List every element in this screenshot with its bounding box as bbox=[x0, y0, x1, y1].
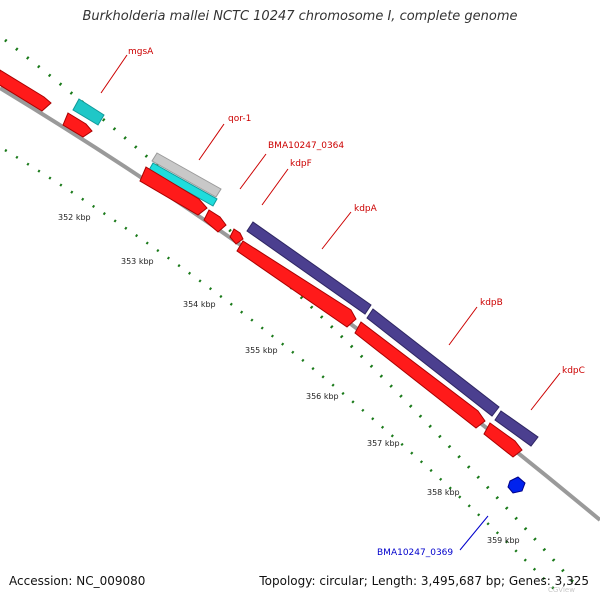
leader-kdpF bbox=[261, 168, 289, 206]
cds-arrow-kdpA[interactable] bbox=[236, 240, 357, 328]
leader-BMA10247_0369 bbox=[459, 515, 489, 551]
accession-text: Accession: NC_009080 bbox=[9, 574, 146, 588]
cds-arrow-2[interactable] bbox=[62, 112, 93, 138]
gene-label[interactable]: kdpB bbox=[480, 298, 503, 308]
gene-label[interactable]: BMA10247_0369 bbox=[377, 548, 453, 558]
blast-hit-kdpC[interactable] bbox=[494, 410, 539, 447]
leader-kdpC bbox=[530, 372, 561, 411]
blast-hit-kdpB[interactable] bbox=[366, 308, 500, 417]
leader-kdpA bbox=[321, 211, 352, 250]
scale-tick-label: 357 kbp bbox=[367, 439, 400, 448]
cds-arrow-5[interactable] bbox=[229, 228, 244, 245]
cds-arrow-4[interactable] bbox=[203, 209, 227, 233]
blast-hit-kdpA[interactable] bbox=[246, 221, 372, 315]
scale-tick-label: 355 kbp bbox=[245, 346, 278, 355]
leader-kdpB bbox=[448, 306, 478, 346]
gene-cyan-mgsA[interactable] bbox=[72, 98, 105, 126]
gene-label[interactable]: kdpF bbox=[290, 159, 312, 169]
cds-arrow-3[interactable] bbox=[139, 166, 208, 216]
gene-gray-qor[interactable] bbox=[151, 152, 222, 198]
outer-dotted-ring bbox=[4, 38, 582, 591]
scale-tick-label: 358 kbp bbox=[427, 488, 460, 497]
gene-label[interactable]: kdpA bbox=[354, 204, 378, 214]
scale-tick-label: 352 kbp bbox=[58, 213, 91, 222]
leader-qor-1 bbox=[198, 123, 225, 161]
gene-label[interactable]: BMA10247_0364 bbox=[268, 141, 344, 151]
gene-cyan-qor[interactable] bbox=[148, 162, 218, 207]
gene-label[interactable]: kdpC bbox=[562, 366, 585, 376]
map-title: Burkholderia mallei NCTC 10247 chromosom… bbox=[82, 9, 518, 24]
topology-summary: Topology: circular; Length: 3,495,687 bp… bbox=[259, 574, 589, 588]
scale-tick-label: 354 kbp bbox=[183, 300, 216, 309]
cds-arrow-kdpB[interactable] bbox=[354, 321, 486, 429]
leader-BMA10247_0364 bbox=[239, 153, 267, 190]
cds-arrow-1[interactable] bbox=[0, 69, 52, 112]
watermark: CGView bbox=[548, 586, 575, 594]
scale-tick-label: 359 kbp bbox=[487, 536, 520, 545]
scale-tick-label: 353 kbp bbox=[121, 257, 154, 266]
gene-blue-BMA10247_0369[interactable] bbox=[507, 476, 526, 494]
gene-label[interactable]: qor-1 bbox=[228, 114, 251, 124]
gene-label[interactable]: mgsA bbox=[128, 47, 154, 57]
cds-arrow-kdpC[interactable] bbox=[483, 422, 523, 458]
scale-tick-label: 356 kbp bbox=[306, 392, 339, 401]
leader-mgsA bbox=[100, 54, 128, 94]
